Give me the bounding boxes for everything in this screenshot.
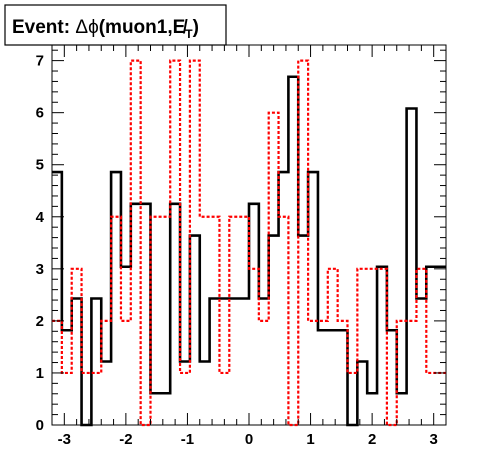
x-tick-label: 0 — [245, 431, 253, 448]
y-tick-label: 7 — [36, 53, 44, 70]
x-tick-label: -3 — [58, 431, 71, 448]
x-tick-label: -1 — [181, 431, 194, 448]
y-tick-label: 5 — [36, 157, 44, 174]
x-tick-label: 2 — [368, 431, 376, 448]
chart-title: Event: Δϕ(muon1,E̸T) — [4, 4, 227, 46]
title-phi: ϕ — [88, 17, 99, 38]
y-tick-label: 4 — [36, 209, 45, 226]
title-close: ) — [193, 17, 199, 38]
title-met-sub: T — [185, 27, 193, 41]
series-layer — [52, 59, 446, 427]
y-tick-label: 3 — [36, 261, 44, 278]
y-tick-label: 2 — [36, 313, 44, 330]
title-met: E̸ — [173, 17, 189, 38]
series-0-step-line — [52, 75, 446, 427]
x-tick-label: 1 — [306, 431, 314, 448]
title-text: Event: Δϕ(muon1,E̸T) — [12, 17, 199, 41]
title-muon: muon1, — [105, 17, 173, 38]
title-box — [4, 4, 227, 46]
axes-layer: -3 -2 -1 0 1 2 3 0 1 2 3 4 5 6 7 — [36, 45, 447, 448]
x-tick-label: -2 — [119, 431, 132, 448]
title-prefix: Event: — [12, 17, 75, 38]
y-tick-label: 6 — [36, 105, 44, 122]
title-open: ( — [99, 17, 106, 38]
x-tick-label: 3 — [430, 431, 438, 448]
title-delta: Δ — [75, 17, 88, 38]
y-tick-label: 0 — [36, 417, 44, 434]
y-tick-label: 1 — [36, 365, 44, 382]
series-1-step-line — [52, 59, 446, 427]
